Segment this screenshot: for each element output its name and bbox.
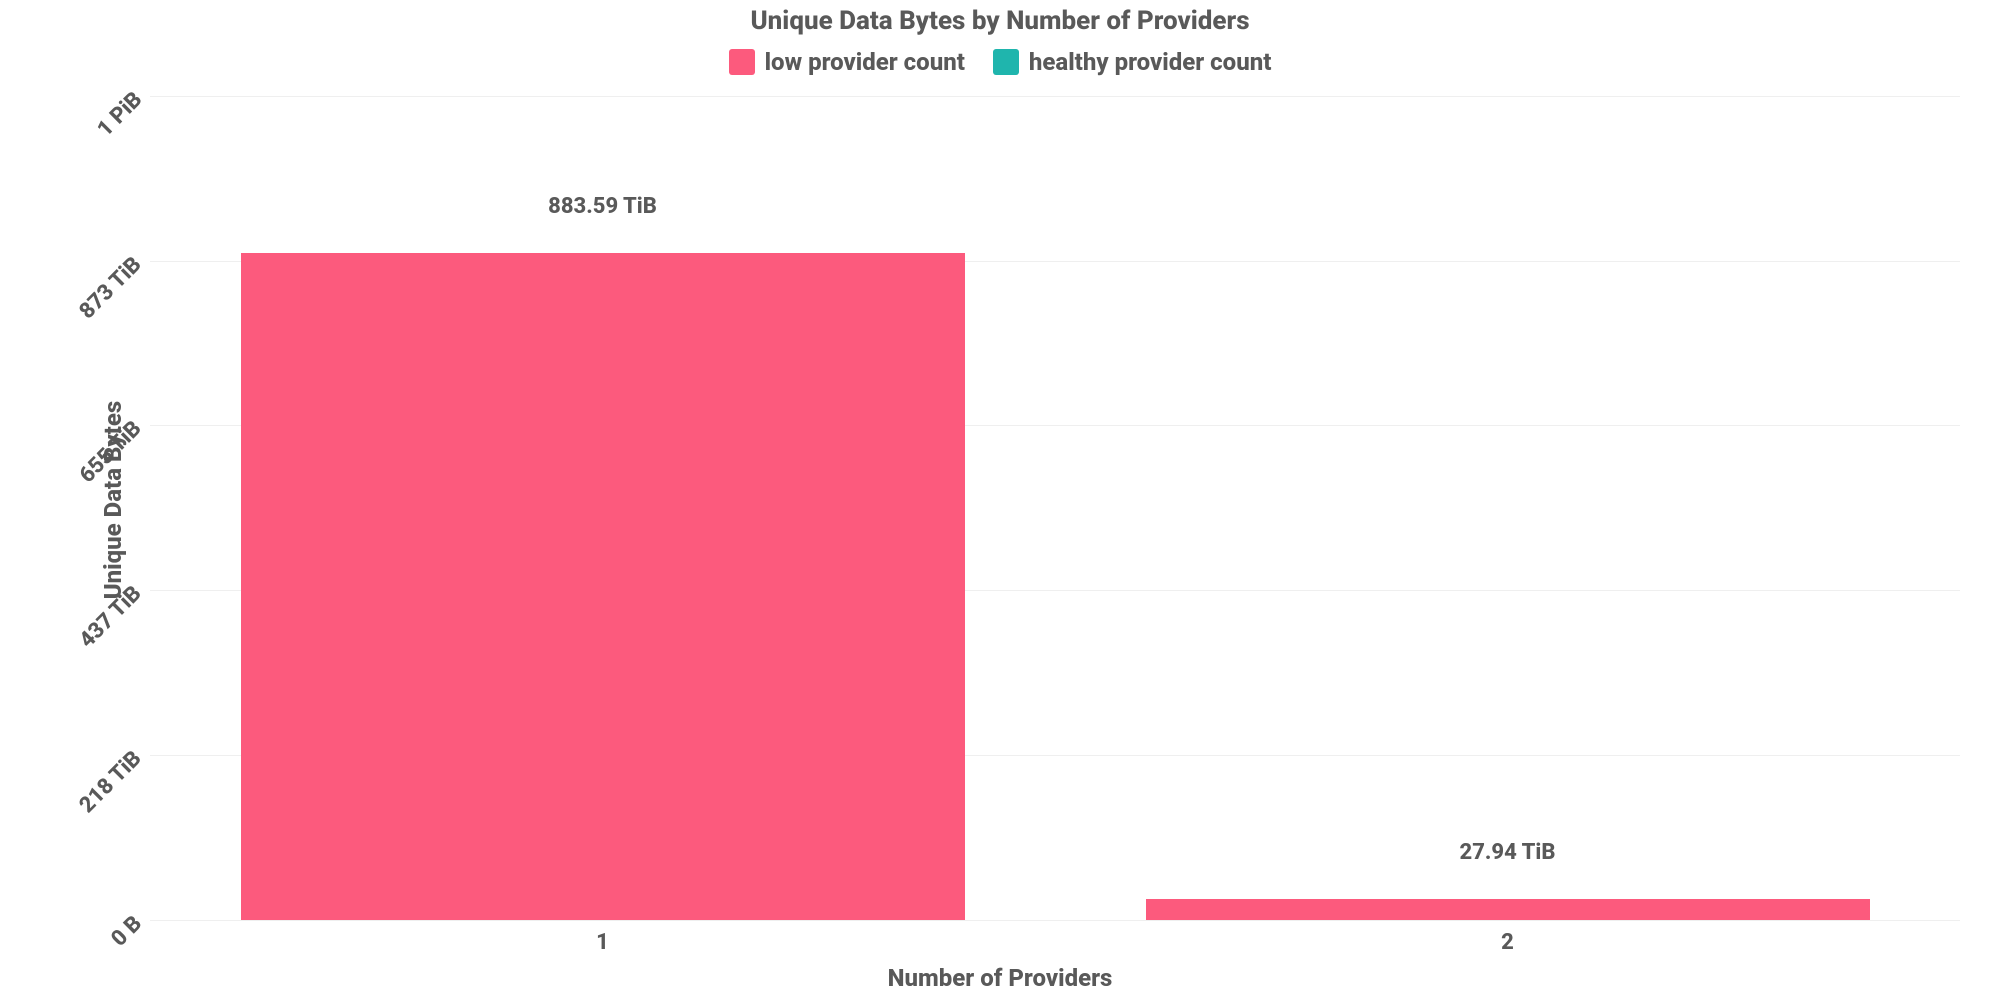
legend-item: healthy provider count [993,48,1272,76]
y-tick-label: 218 TiB [75,747,147,819]
legend-item: low provider count [729,48,965,76]
legend-label: healthy provider count [1029,48,1272,76]
gridline [150,96,1960,97]
legend-swatch [993,49,1019,75]
bar [1146,899,1870,920]
chart-container: Unique Data Bytes by Number of Providers… [0,0,2000,1000]
y-tick-label: 0 B [106,911,147,952]
x-axis-label: Number of Providers [0,964,2000,992]
chart-title: Unique Data Bytes by Number of Providers [0,6,2000,36]
y-tick-label: 1 PiB [92,87,147,142]
bar-value-label: 27.94 TiB [1460,840,1556,865]
y-tick-label: 873 TiB [75,252,147,324]
gridline [150,920,1960,921]
plot-area: 883.59 TiB 27.94 TiB [150,96,1960,920]
x-tick-label: 1 [596,930,609,955]
bar-value-label: 883.59 TiB [548,194,657,219]
bar [241,253,965,920]
legend-swatch [729,49,755,75]
x-tick-label: 2 [1501,930,1514,955]
legend: low provider count healthy provider count [0,48,2000,76]
legend-label: low provider count [765,48,965,76]
